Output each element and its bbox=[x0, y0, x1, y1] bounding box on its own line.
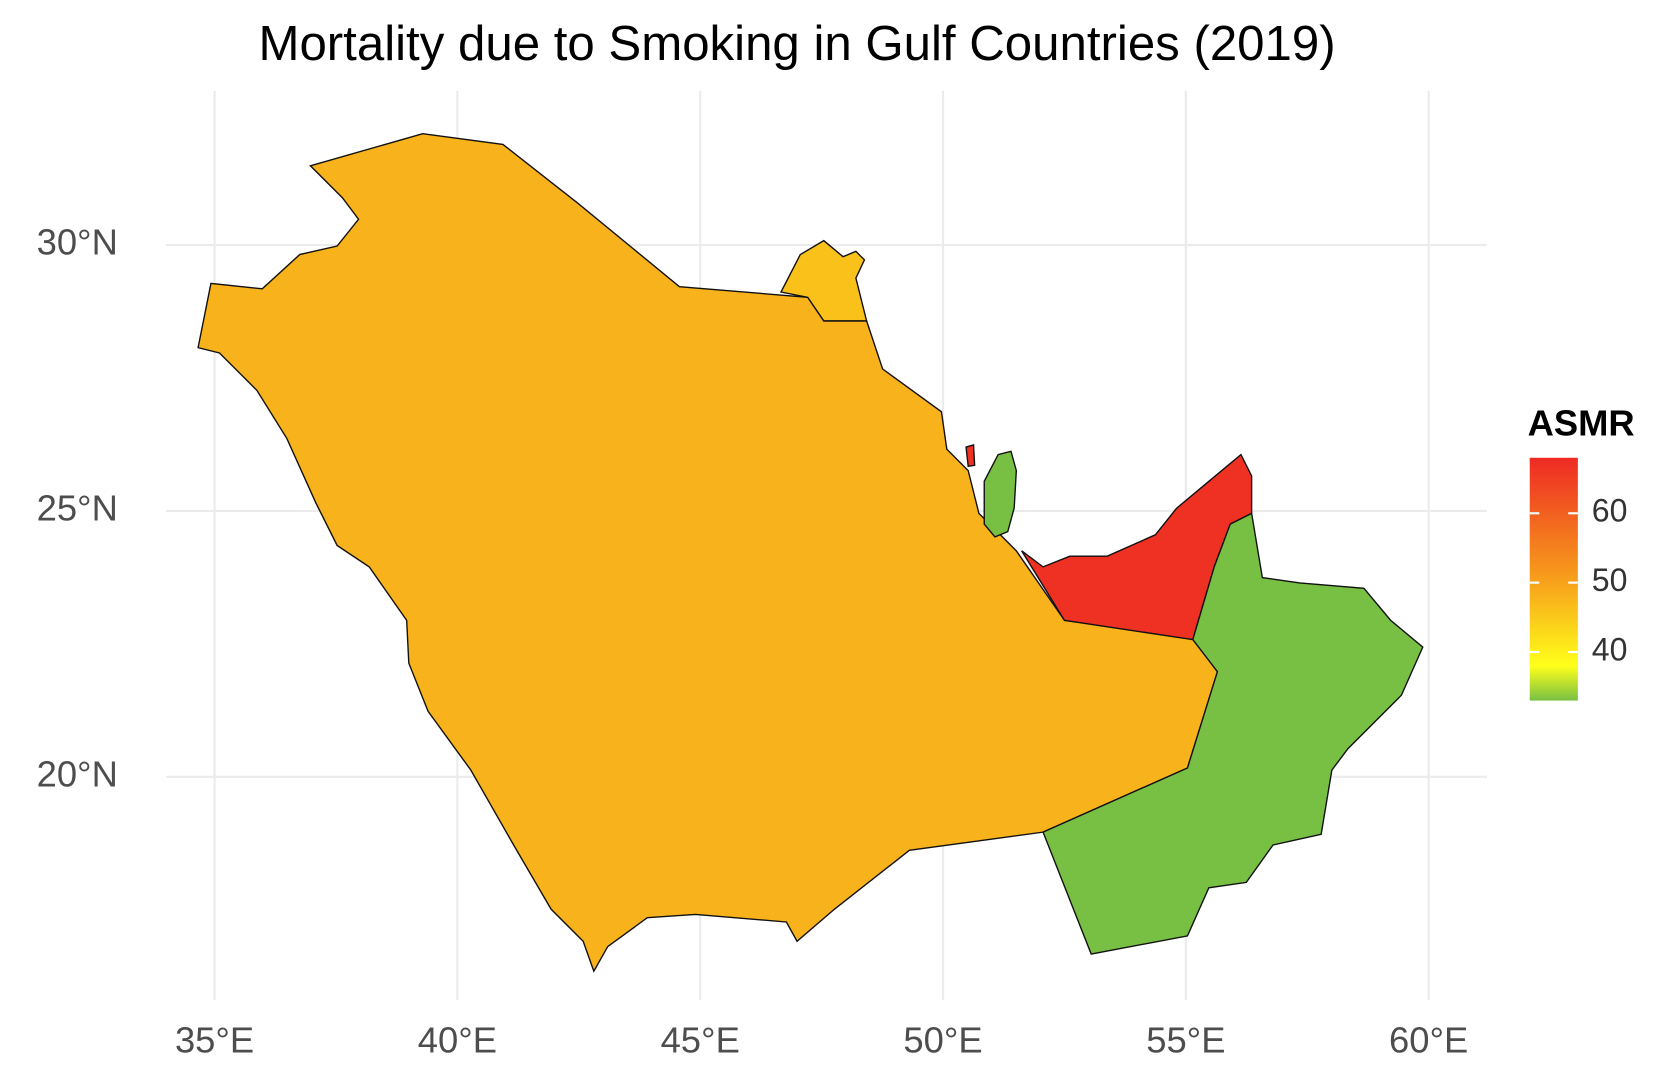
region bbox=[983, 450, 1018, 538]
x-tick-label: 45°E bbox=[661, 1019, 740, 1060]
legend-tick-label: 40 bbox=[1592, 631, 1628, 667]
region bbox=[779, 239, 868, 322]
legend-tick-label: 50 bbox=[1592, 562, 1628, 598]
y-tick-label: 20°N bbox=[37, 753, 118, 794]
regions bbox=[197, 132, 1424, 973]
region bbox=[965, 444, 976, 468]
x-tick-label: 60°E bbox=[1389, 1019, 1468, 1060]
chart-title: Mortality due to Smoking in Gulf Countri… bbox=[258, 16, 1335, 71]
y-tick-label: 25°N bbox=[37, 488, 118, 529]
region bbox=[1042, 512, 1424, 955]
x-tick-label: 55°E bbox=[1146, 1019, 1225, 1060]
color-bar bbox=[1529, 457, 1578, 701]
legend-tick-label: 60 bbox=[1592, 493, 1628, 529]
region bbox=[197, 132, 1219, 973]
x-tick-label: 50°E bbox=[903, 1019, 982, 1060]
y-tick-label: 30°N bbox=[37, 222, 118, 263]
legend-title: ASMR bbox=[1528, 402, 1635, 443]
x-tick-label: 35°E bbox=[175, 1019, 254, 1060]
x-tick-label: 40°E bbox=[418, 1019, 497, 1060]
